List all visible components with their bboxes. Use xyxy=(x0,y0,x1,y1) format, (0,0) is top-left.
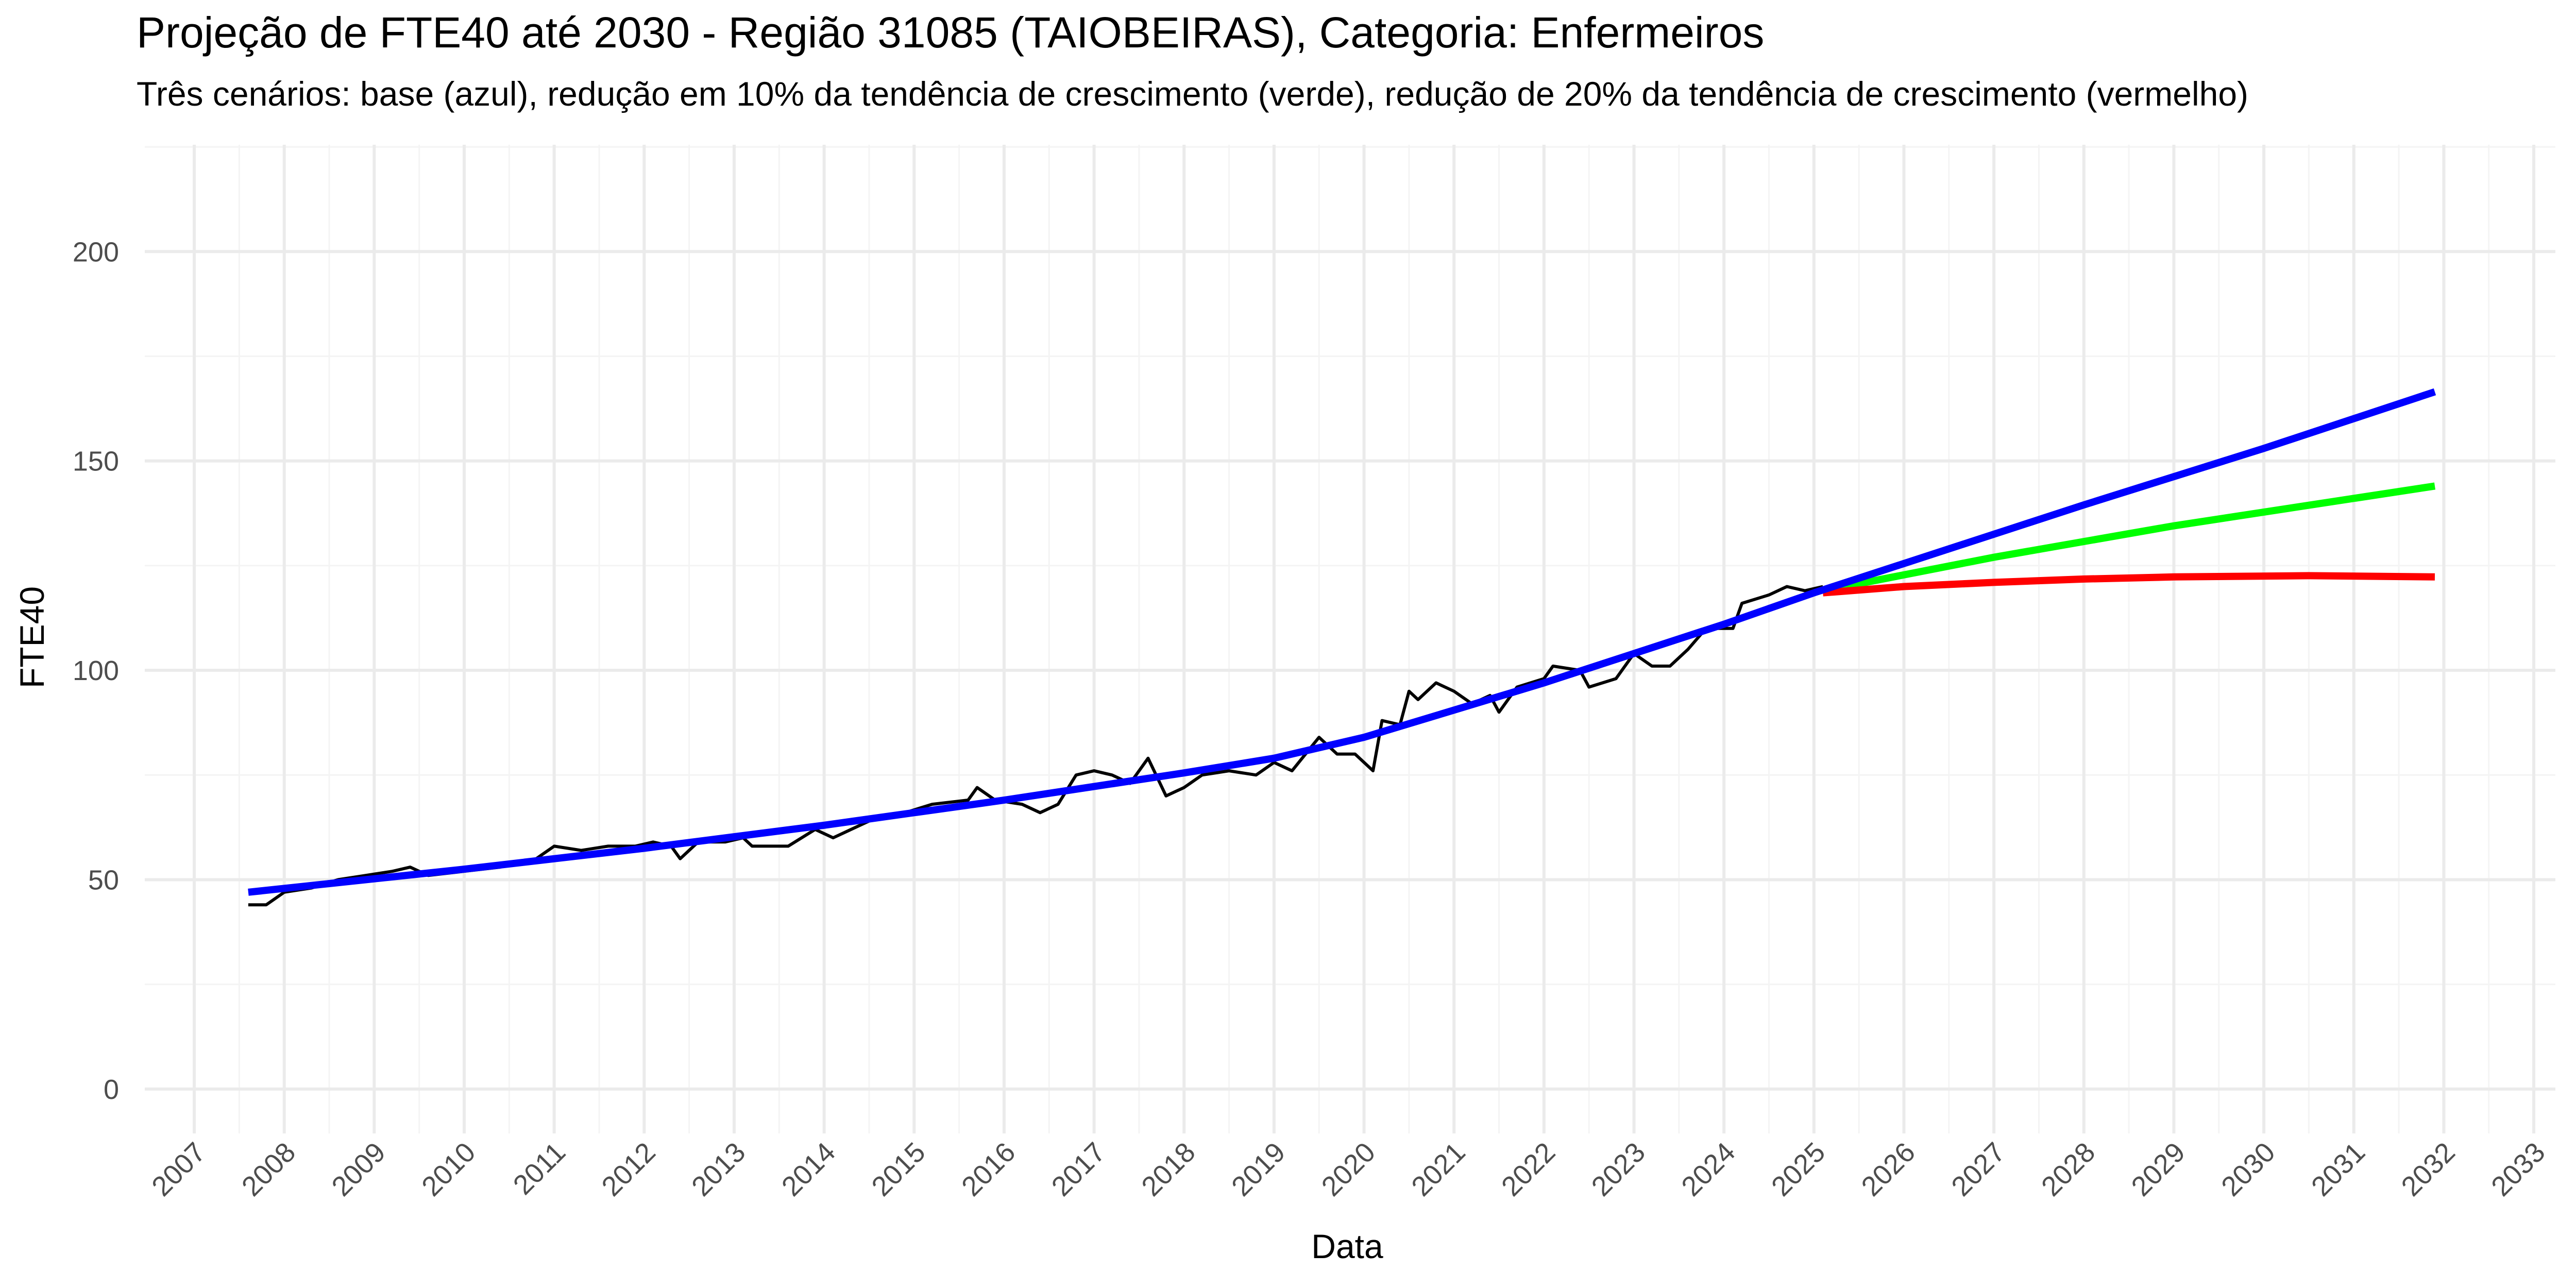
series-line xyxy=(1822,572,2435,597)
x-tick-label: 2031 xyxy=(2306,1137,2371,1202)
y-tick-label: 200 xyxy=(73,236,119,267)
x-tick-label: 2032 xyxy=(2396,1137,2461,1202)
chart-title: Projeção de FTE40 até 2030 - Região 3108… xyxy=(137,8,1764,57)
x-tick-label: 2010 xyxy=(416,1137,481,1202)
x-tick-label: 2022 xyxy=(1496,1137,1561,1202)
y-tick-label: 100 xyxy=(73,655,119,686)
x-tick-label: 2023 xyxy=(1586,1137,1651,1202)
y-tick-label: 150 xyxy=(73,446,119,477)
x-tick-label: 2018 xyxy=(1136,1137,1201,1202)
x-tick-label: 2008 xyxy=(236,1137,301,1202)
y-axis-label: FTE40 xyxy=(13,586,51,688)
x-tick-label: 2011 xyxy=(507,1137,572,1201)
x-tick-label: 2024 xyxy=(1675,1137,1741,1202)
x-tick-label: 2020 xyxy=(1316,1137,1381,1202)
x-axis-label: Data xyxy=(1311,1227,1383,1265)
x-tick-label: 2025 xyxy=(1766,1137,1831,1202)
x-tick-label: 2029 xyxy=(2126,1137,2191,1202)
x-tick-label: 2033 xyxy=(2485,1137,2551,1202)
y-tick-label: 0 xyxy=(104,1074,119,1105)
x-tick-label: 2012 xyxy=(596,1137,661,1202)
x-tick-label: 2009 xyxy=(326,1137,391,1202)
x-tick-label: 2026 xyxy=(1856,1137,1921,1202)
series-line xyxy=(1822,482,2436,595)
chart-subtitle: Três cenários: base (azul), redução em 1… xyxy=(137,75,2248,113)
x-tick-label: 2027 xyxy=(1945,1137,2011,1202)
x-tick-label: 2013 xyxy=(686,1137,751,1202)
series-line xyxy=(248,585,1823,907)
x-tick-label: 2021 xyxy=(1405,1137,1471,1202)
x-tick-label: 2019 xyxy=(1226,1137,1291,1202)
x-tick-label: 2016 xyxy=(956,1137,1021,1202)
x-tick-label: 2017 xyxy=(1046,1137,1111,1202)
x-tick-label: 2007 xyxy=(146,1137,211,1202)
y-tick-label: 50 xyxy=(88,865,119,895)
x-tick-label: 2028 xyxy=(2036,1137,2101,1202)
x-tick-label: 2015 xyxy=(866,1137,931,1202)
series-line xyxy=(248,388,2436,896)
x-tick-label: 2014 xyxy=(776,1137,841,1202)
x-tick-label: 2030 xyxy=(2215,1137,2281,1202)
